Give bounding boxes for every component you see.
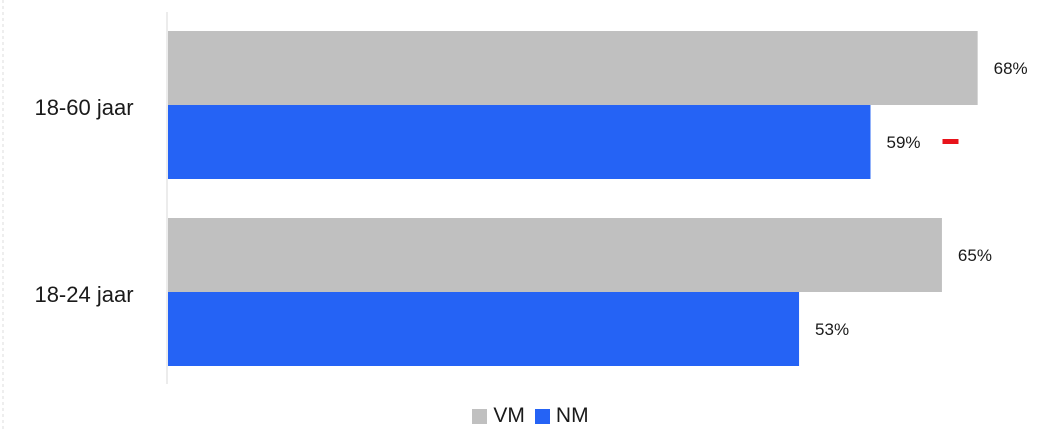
legend-item-nm: NM [534, 404, 589, 428]
legend-swatch-vm [472, 408, 488, 424]
legend-item-vm: VM [472, 404, 525, 428]
legend-swatch-nm [534, 408, 550, 424]
legend-label-nm: NM [555, 404, 589, 427]
category-label-18-60-jaar: 18-60 jaar [34, 95, 133, 120]
bar-vm-18-24-jaar [168, 218, 942, 292]
decrease-indicator-icon [942, 139, 959, 144]
bar-nm-18-60-jaar [168, 105, 871, 179]
legend-label-vm: VM [493, 404, 525, 427]
bar-vm-18-60-jaar [168, 31, 978, 105]
data-label-nm-18-24-jaar: 53% [815, 320, 849, 339]
bars-layer: 18-60 jaar 68% 59% 18-24 jaar 65% 53% [34, 31, 1028, 366]
data-label-vm-18-60-jaar: 68% [994, 59, 1028, 78]
legend: VM NM [0, 404, 1061, 428]
bar-nm-18-24-jaar [168, 292, 800, 366]
data-label-nm-18-60-jaar: 59% [886, 133, 920, 152]
category-label-18-24-jaar: 18-24 jaar [34, 282, 133, 307]
data-label-vm-18-24-jaar: 65% [958, 246, 992, 265]
